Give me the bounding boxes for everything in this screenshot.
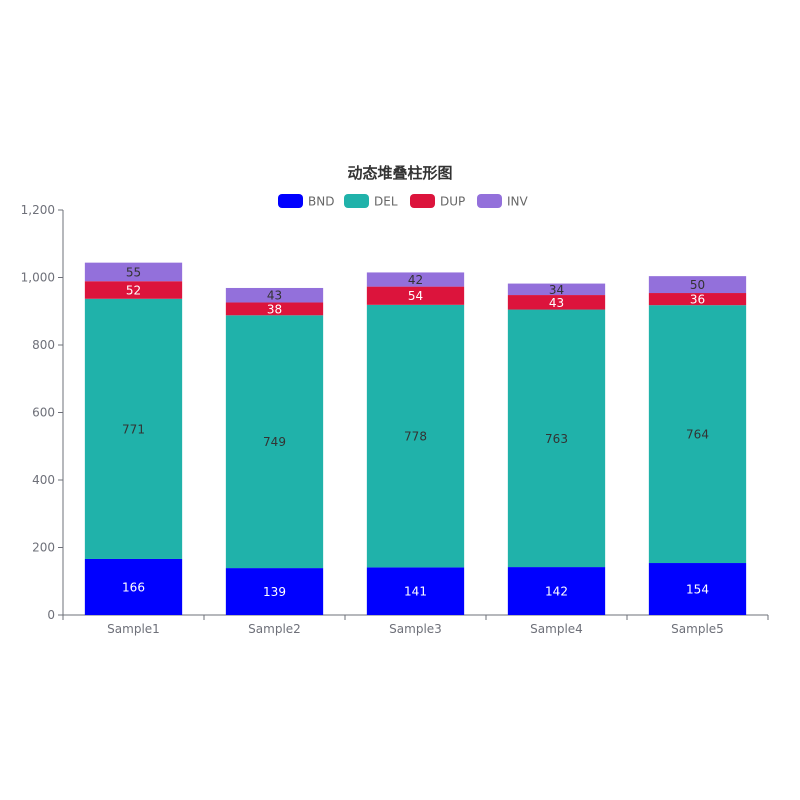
legend-swatch-dup	[410, 194, 435, 208]
data-label-del-sample3: 778	[404, 430, 427, 444]
legend-label-inv: INV	[507, 195, 529, 209]
bar-dup-sample1[interactable]	[84, 281, 183, 299]
x-tick-label: Sample5	[671, 622, 724, 636]
bar-bnd-sample4[interactable]	[507, 567, 606, 615]
data-label-bnd-sample5: 154	[686, 583, 709, 597]
data-label-dup-sample5: 36	[690, 293, 705, 307]
legend-label-bnd: BND	[308, 195, 334, 209]
bar-inv-sample1[interactable]	[84, 262, 183, 282]
y-tick-label: 0	[47, 608, 55, 622]
data-label-dup-sample4: 43	[549, 296, 564, 310]
bar-del-sample2[interactable]	[225, 315, 324, 569]
x-tick-label: Sample2	[248, 622, 301, 636]
bar-bnd-sample5[interactable]	[648, 563, 747, 615]
legend-item-bnd[interactable]: BND	[278, 194, 334, 209]
data-label-bnd-sample3: 141	[404, 585, 427, 599]
data-label-inv-sample2: 43	[267, 289, 282, 303]
bar-inv-sample2[interactable]	[225, 287, 324, 303]
data-label-inv-sample3: 42	[408, 273, 423, 287]
bar-inv-sample4[interactable]	[507, 283, 606, 296]
bar-inv-sample5[interactable]	[648, 276, 747, 294]
chart-title: 动态堆叠柱形图	[347, 164, 452, 182]
legend-label-del: DEL	[374, 195, 398, 209]
data-label-del-sample4: 763	[545, 432, 568, 446]
legend-swatch-del	[344, 194, 369, 208]
bar-bnd-sample2[interactable]	[225, 568, 324, 615]
x-tick-label: Sample1	[107, 622, 160, 636]
data-label-dup-sample2: 38	[267, 302, 282, 316]
y-axis: 0 200 400 600 800 1,000 1,200	[21, 203, 64, 622]
legend-item-dup[interactable]: DUP	[410, 194, 465, 209]
x-tick-label: Sample3	[389, 622, 442, 636]
bar-dup-sample3[interactable]	[366, 286, 465, 305]
data-label-inv-sample4: 34	[549, 283, 564, 297]
x-tick-label: Sample4	[530, 622, 583, 636]
y-tick-label: 1,200	[21, 203, 55, 217]
y-tick-label: 200	[32, 541, 55, 555]
bar-bnd-sample1[interactable]	[84, 558, 183, 615]
data-label-bnd-sample1: 166	[122, 580, 145, 594]
y-tick-label: 800	[32, 338, 55, 352]
bar-bnd-sample3[interactable]	[366, 567, 465, 615]
bar-inv-sample3[interactable]	[366, 272, 465, 287]
legend: BND DEL DUP INV	[278, 194, 529, 209]
legend-swatch-bnd	[278, 194, 303, 208]
y-tick-label: 600	[32, 406, 55, 420]
bar-labels: 1667715255139749384314177854421427634334…	[122, 265, 709, 599]
data-label-inv-sample1: 55	[126, 265, 141, 279]
data-label-bnd-sample2: 139	[263, 585, 286, 599]
data-label-dup-sample1: 52	[126, 283, 141, 297]
bar-del-sample5[interactable]	[648, 305, 747, 564]
data-label-del-sample5: 764	[686, 428, 709, 442]
data-label-dup-sample3: 54	[408, 289, 423, 303]
legend-item-del[interactable]: DEL	[344, 194, 398, 209]
bars	[84, 262, 747, 615]
data-label-del-sample1: 771	[122, 422, 145, 436]
bar-dup-sample5[interactable]	[648, 293, 747, 306]
y-tick-label: 1,000	[21, 271, 55, 285]
y-tick-label: 400	[32, 473, 55, 487]
data-label-bnd-sample4: 142	[545, 585, 568, 599]
legend-item-inv[interactable]: INV	[477, 194, 529, 209]
bar-del-sample1[interactable]	[84, 298, 183, 559]
legend-swatch-inv	[477, 194, 502, 208]
bar-dup-sample2[interactable]	[225, 302, 324, 316]
bar-dup-sample4[interactable]	[507, 295, 606, 310]
bar-del-sample4[interactable]	[507, 309, 606, 568]
bar-del-sample3[interactable]	[366, 304, 465, 568]
data-label-inv-sample5: 50	[690, 278, 705, 292]
legend-label-dup: DUP	[440, 195, 465, 209]
x-axis: Sample1 Sample2 Sample3 Sample4 Sample5	[62, 614, 769, 636]
data-label-del-sample2: 749	[263, 435, 286, 449]
